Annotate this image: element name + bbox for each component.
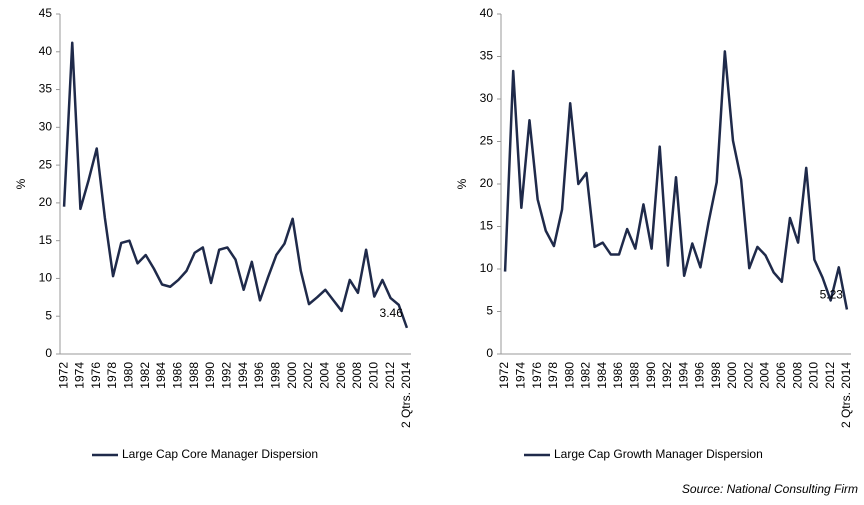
x-tick-label: 1976 bbox=[89, 362, 103, 389]
y-tick-label: 35 bbox=[39, 82, 53, 96]
x-tick-label: 2000 bbox=[725, 362, 739, 389]
x-tick-label: 1990 bbox=[203, 362, 217, 389]
x-tick-label: 1974 bbox=[514, 362, 528, 389]
y-tick-label: 20 bbox=[39, 195, 53, 209]
x-tick-label: 1990 bbox=[644, 362, 658, 389]
y-tick-label: 10 bbox=[480, 261, 494, 275]
y-axis-label: % bbox=[14, 178, 28, 189]
x-tick-label: 1986 bbox=[611, 362, 625, 389]
y-tick-label: 10 bbox=[39, 271, 53, 285]
legend-label: Large Cap Growth Manager Dispersion bbox=[554, 447, 763, 461]
x-tick-label: 1978 bbox=[105, 362, 119, 389]
x-tick-label: 2002 bbox=[301, 362, 315, 389]
y-tick-label: 0 bbox=[45, 346, 52, 360]
x-tick-label: 1998 bbox=[709, 362, 723, 389]
x-tick-label: 1992 bbox=[220, 362, 234, 389]
x-tick-label: 2012 bbox=[383, 362, 397, 389]
y-tick-label: 5 bbox=[45, 308, 52, 322]
y-tick-label: 15 bbox=[39, 233, 53, 247]
x-tick-label: 2006 bbox=[774, 362, 788, 389]
x-tick-label: 2 Qtrs. 2014 bbox=[399, 362, 413, 428]
y-tick-label: 25 bbox=[480, 134, 494, 148]
x-tick-label: 2010 bbox=[366, 362, 380, 389]
data-label: 3.46 bbox=[380, 306, 404, 320]
x-tick-label: 2004 bbox=[317, 362, 331, 389]
x-tick-label: 1976 bbox=[530, 362, 544, 389]
x-tick-label: 1980 bbox=[122, 362, 136, 389]
x-tick-label: 1984 bbox=[154, 362, 168, 389]
x-tick-label: 1972 bbox=[56, 362, 70, 389]
x-tick-label: 1972 bbox=[497, 362, 511, 389]
x-tick-label: 1980 bbox=[562, 362, 576, 389]
x-tick-label: 1984 bbox=[595, 362, 609, 389]
x-tick-label: 1988 bbox=[627, 362, 641, 389]
source-note: Source: National Consulting Firm bbox=[682, 482, 858, 496]
x-tick-label: 2002 bbox=[741, 362, 755, 389]
x-tick-label: 1978 bbox=[546, 362, 560, 389]
x-tick-label: 1998 bbox=[268, 362, 282, 389]
x-tick-label: 2010 bbox=[807, 362, 821, 389]
x-tick-label: 2000 bbox=[285, 362, 299, 389]
legend-label: Large Cap Core Manager Dispersion bbox=[122, 447, 318, 461]
x-tick-label: 1986 bbox=[171, 362, 185, 389]
y-tick-label: 40 bbox=[39, 44, 53, 58]
data-label: 5.23 bbox=[820, 288, 844, 302]
x-tick-label: 2008 bbox=[350, 362, 364, 389]
x-tick-label: 1992 bbox=[660, 362, 674, 389]
x-tick-label: 1996 bbox=[693, 362, 707, 389]
x-tick-label: 2004 bbox=[758, 362, 772, 389]
x-tick-label: 1994 bbox=[236, 362, 250, 389]
x-tick-label: 1988 bbox=[187, 362, 201, 389]
x-tick-label: 1974 bbox=[73, 362, 87, 389]
y-tick-label: 30 bbox=[480, 91, 494, 105]
x-tick-label: 2012 bbox=[823, 362, 837, 389]
y-tick-label: 40 bbox=[480, 6, 494, 20]
y-tick-label: 15 bbox=[480, 219, 494, 233]
y-tick-label: 20 bbox=[480, 176, 494, 190]
x-tick-label: 1994 bbox=[676, 362, 690, 389]
x-tick-label: 2 Qtrs. 2014 bbox=[839, 362, 853, 428]
data-line bbox=[503, 50, 849, 310]
x-tick-label: 2008 bbox=[790, 362, 804, 389]
y-tick-label: 0 bbox=[486, 346, 493, 360]
x-tick-label: 2006 bbox=[334, 362, 348, 389]
x-tick-label: 1982 bbox=[138, 362, 152, 389]
x-tick-label: 1996 bbox=[252, 362, 266, 389]
data-line bbox=[62, 41, 409, 329]
y-tick-label: 45 bbox=[39, 6, 53, 20]
y-tick-label: 30 bbox=[39, 120, 53, 134]
x-tick-label: 1982 bbox=[579, 362, 593, 389]
y-tick-label: 25 bbox=[39, 157, 53, 171]
y-tick-label: 5 bbox=[486, 304, 493, 318]
y-tick-label: 35 bbox=[480, 49, 494, 63]
y-axis-label: % bbox=[455, 178, 469, 189]
